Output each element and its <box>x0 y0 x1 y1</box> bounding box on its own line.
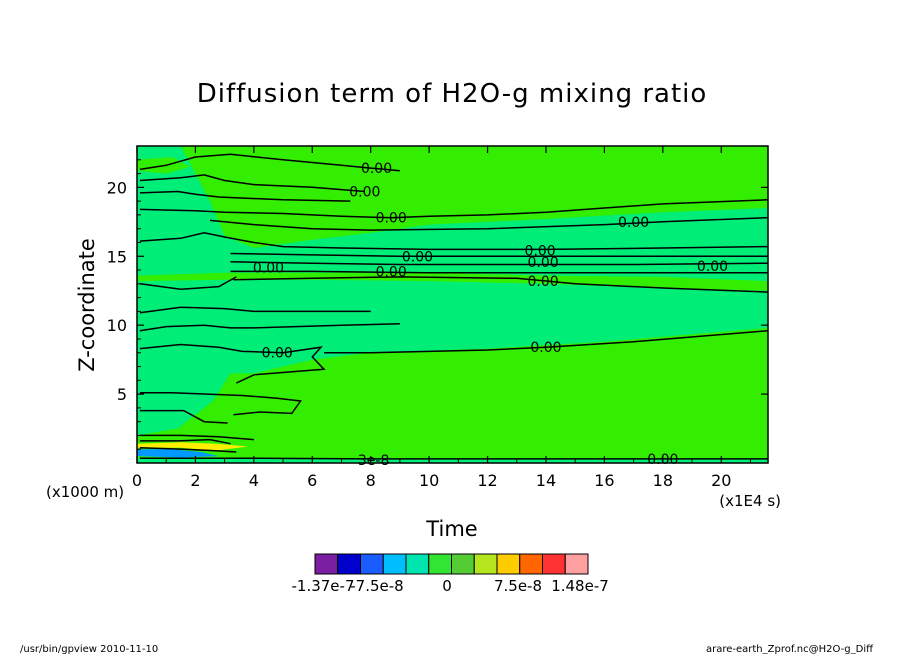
colorbar-swatch <box>382 553 407 575</box>
contour-line <box>139 174 365 193</box>
contour-line <box>139 391 302 416</box>
colorbar-tick-label: -7.5e-8 <box>350 577 403 595</box>
x-axis: 0 2 4 6 8 10 12 14 16 18 20 <box>132 146 751 490</box>
contour-label: 0.00 <box>262 346 293 362</box>
contour-label: 0.00 <box>697 259 728 275</box>
contour-line <box>139 153 400 172</box>
x-axis-label: Time <box>425 517 477 541</box>
colorbar <box>314 553 589 575</box>
colorbar-swatch <box>428 553 452 575</box>
y-tick-label: 15 <box>107 247 127 266</box>
contour-label: 0.00 <box>527 255 558 271</box>
colorbar-swatch <box>314 553 339 575</box>
contour-label: 0.00 <box>618 215 649 231</box>
y-axis: 5 10 15 20 <box>107 159 768 450</box>
contour-line <box>139 434 254 441</box>
colorbar-swatch <box>519 553 543 575</box>
contour-line <box>139 276 237 291</box>
chart-title: Diffusion term of H2O-g mixing ratio <box>197 79 708 109</box>
contour-label: 0.00 <box>527 274 558 290</box>
colorbar-swatch <box>360 553 384 575</box>
contour-line <box>230 261 769 266</box>
region-mid-band <box>137 272 768 291</box>
footer-left: /usr/bin/gpview 2010-11-10 <box>20 644 158 654</box>
colorbar-labels: -1.37e-7-7.5e-8 0 7.5e-8 1.48e-7 <box>292 577 609 595</box>
contour-label: 0.00 <box>253 260 284 276</box>
contour-line <box>139 232 769 251</box>
contour-line <box>139 343 326 384</box>
x-tick-label: 8 <box>366 471 376 490</box>
x-tick-label: 20 <box>711 471 731 490</box>
x-axis-unit: (x1E4 s) <box>719 492 781 510</box>
contour-label: 0.00 <box>525 244 556 260</box>
footer-right: arare-earth_Zprof.nc@H2O-g_Diff <box>706 644 874 654</box>
contour-lines <box>139 153 769 460</box>
plot-frame <box>136 145 769 464</box>
colorbar-swatch <box>542 553 566 575</box>
y-tick-label: 5 <box>117 385 127 404</box>
contour-line <box>139 190 351 202</box>
x-tick-label: 14 <box>536 471 556 490</box>
plot-area: 0.000.000.00 0.000.00 0.000.000.00 0.000.00… <box>136 145 769 469</box>
contour-label: 0.00 <box>361 161 392 177</box>
region-negative-patch <box>137 449 219 458</box>
x-tick-label: 16 <box>594 471 614 490</box>
x-tick-label: 2 <box>190 471 200 490</box>
y-axis-unit: (x1000 m) <box>46 483 124 501</box>
region-upper-field <box>137 146 768 436</box>
region-positive-patch <box>137 442 248 451</box>
contour-line <box>324 329 769 354</box>
colorbar-swatch <box>473 553 498 575</box>
contour-line <box>139 438 231 445</box>
contour-label: 0.00 <box>530 340 561 356</box>
colorbar-tick-label: 0 <box>442 577 452 595</box>
contour-line <box>230 270 768 274</box>
colorbar-tick-label: 1.48e-7 <box>551 577 609 595</box>
contour-label: 0.00 <box>376 211 407 227</box>
contour-line <box>139 306 371 314</box>
colorbar-tick-label: -1.37e-7 <box>292 577 355 595</box>
contour-label: 0.00 <box>349 184 380 200</box>
x-tick-label: 18 <box>653 471 673 490</box>
contour-label: 3e-8 <box>358 453 389 469</box>
x-tick-label: 0 <box>132 471 142 490</box>
colorbar-swatch <box>564 553 589 575</box>
colorbar-swatch <box>337 553 361 575</box>
contour-label: 0.00 <box>402 249 433 265</box>
contour-line <box>139 199 769 219</box>
colorbar-swatch <box>451 553 475 575</box>
x-tick-label: 4 <box>249 471 259 490</box>
contour-line <box>139 447 237 453</box>
contour-labels: 0.000.000.00 0.000.00 0.000.000.00 0.000.00… <box>253 161 728 469</box>
contour-line <box>139 409 228 424</box>
contour-line <box>230 252 768 258</box>
contour-line <box>209 216 769 231</box>
colorbar-tick-label: 7.5e-8 <box>494 577 542 595</box>
contour-label: 0.00 <box>376 264 407 280</box>
x-tick-label: 10 <box>419 471 439 490</box>
y-axis-label: Z-coordinate <box>75 238 99 372</box>
x-tick-label: 12 <box>477 471 497 490</box>
contour-line <box>139 323 400 332</box>
y-tick-label: 10 <box>107 316 127 335</box>
colorbar-swatch <box>405 553 430 575</box>
y-tick-label: 20 <box>107 178 127 197</box>
contour-line <box>233 276 769 293</box>
colorbar-swatch <box>496 553 521 575</box>
x-tick-label: 6 <box>307 471 317 490</box>
